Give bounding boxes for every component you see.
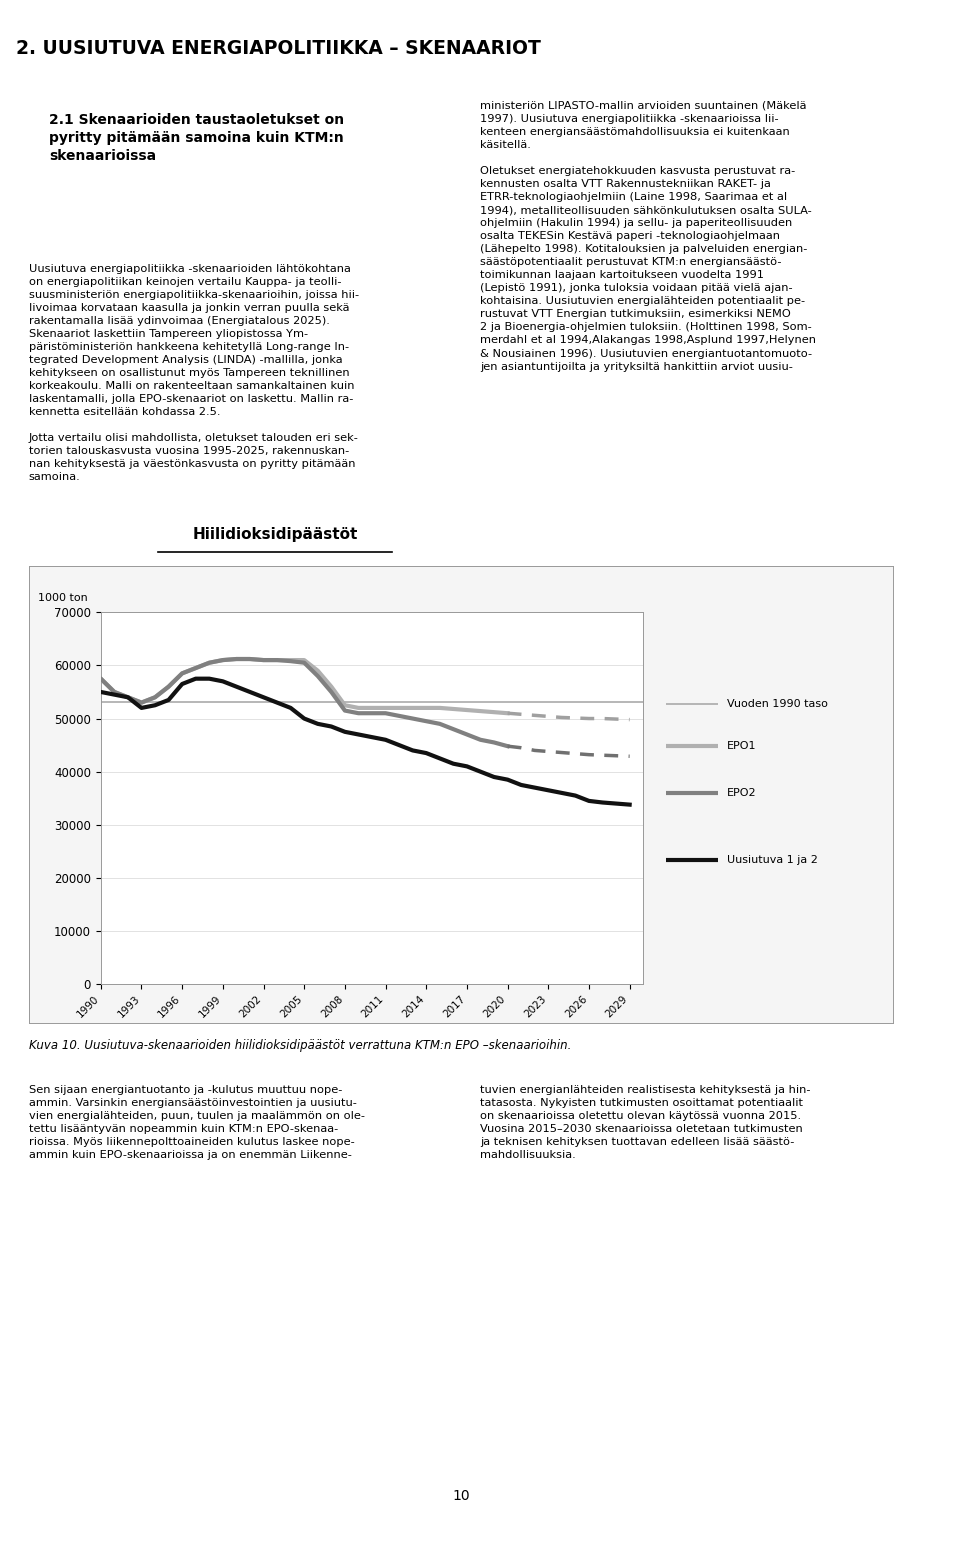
Text: Hiilidioksidipäästöt: Hiilidioksidipäästöt bbox=[192, 527, 358, 542]
Text: Uusiutuva 1 ja 2: Uusiutuva 1 ja 2 bbox=[728, 856, 818, 865]
Text: 2.1 Skenaarioiden taustaoletukset on
pyritty pitämään samoina kuin KTM:n
skenaar: 2.1 Skenaarioiden taustaoletukset on pyr… bbox=[49, 113, 344, 163]
Text: 10: 10 bbox=[452, 1488, 469, 1504]
Text: 1000 ton: 1000 ton bbox=[38, 594, 88, 603]
Text: 2. UUSIUTUVA ENERGIAPOLITIIKKA – SKENAARIOT: 2. UUSIUTUVA ENERGIAPOLITIIKKA – SKENAAR… bbox=[16, 39, 541, 57]
Text: EPO1: EPO1 bbox=[728, 741, 756, 752]
Text: Sen sijaan energiantuotanto ja -kulutus muuttuu nope-
ammin. Varsinkin energians: Sen sijaan energiantuotanto ja -kulutus … bbox=[29, 1085, 365, 1161]
Text: Vuoden 1990 taso: Vuoden 1990 taso bbox=[728, 699, 828, 708]
Text: ministeriön LIPASTO-mallin arvioiden suuntainen (Mäkelä
1997). Uusiutuva energia: ministeriön LIPASTO-mallin arvioiden suu… bbox=[480, 101, 816, 372]
Text: tuvien energianlähteiden realistisesta kehityksestä ja hin-
tatasosta. Nykyisten: tuvien energianlähteiden realistisesta k… bbox=[480, 1085, 810, 1161]
Text: Uusiutuva energiapolitiikka -skenaarioiden lähtökohtana
on energiapolitiikan kei: Uusiutuva energiapolitiikka -skenaarioid… bbox=[29, 264, 359, 482]
Text: EPO2: EPO2 bbox=[728, 787, 756, 798]
Text: Kuva 10. Uusiutuva-skenaarioiden hiilidioksidipäästöt verrattuna KTM:n EPO –sken: Kuva 10. Uusiutuva-skenaarioiden hiilidi… bbox=[29, 1038, 571, 1051]
